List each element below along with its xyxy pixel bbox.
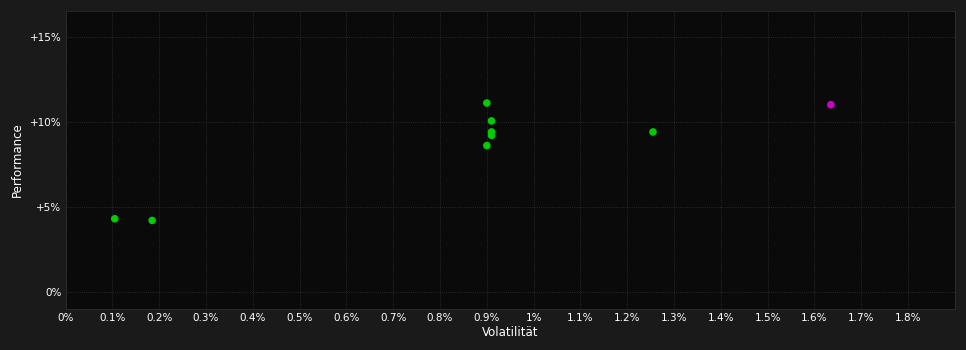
Point	[107, 216, 123, 222]
X-axis label: Volatilität: Volatilität	[482, 326, 538, 339]
Point	[823, 102, 838, 107]
Point	[484, 118, 499, 124]
Point	[484, 129, 499, 135]
Point	[479, 143, 495, 148]
Point	[645, 129, 661, 135]
Point	[479, 100, 495, 106]
Y-axis label: Performance: Performance	[12, 122, 24, 197]
Point	[484, 133, 499, 138]
Point	[145, 218, 160, 223]
